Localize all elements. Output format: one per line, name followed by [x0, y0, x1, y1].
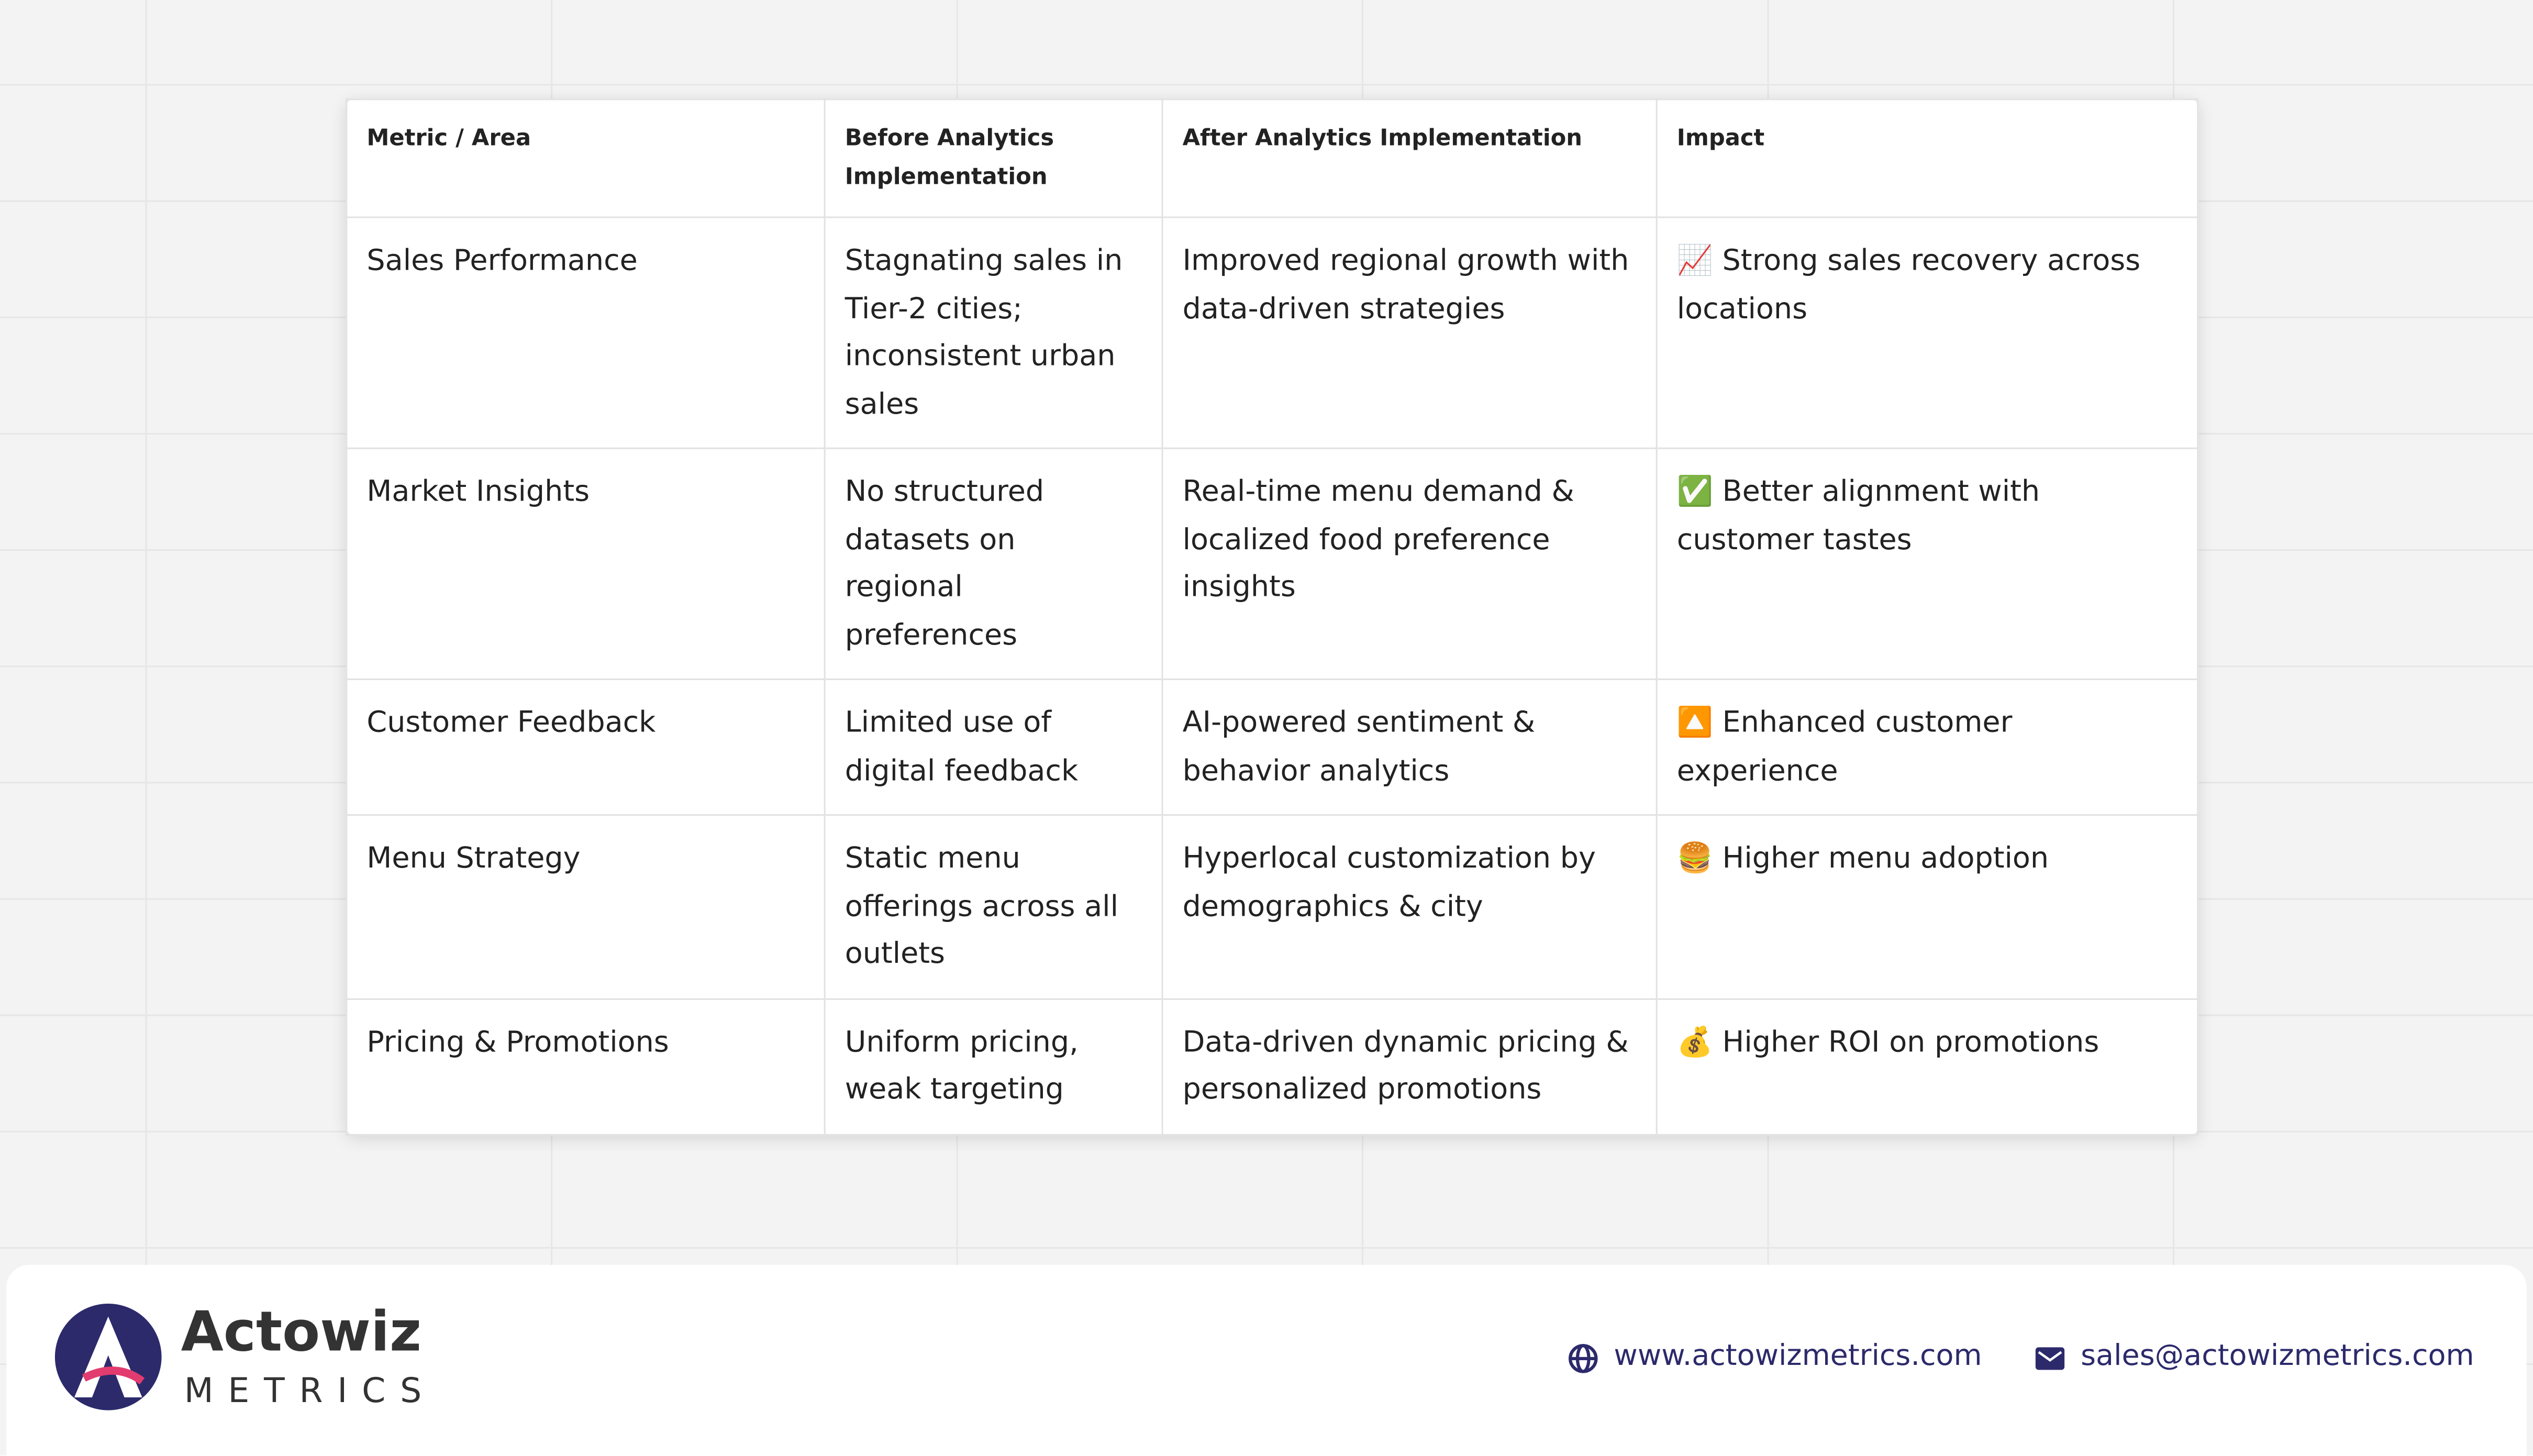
footer: Actowiz METRICS www.actowizmetrics.com s… [6, 1264, 2527, 1456]
header-cell: Metric / Area [346, 98, 826, 218]
table-cell: Limited use of digital feedback [824, 678, 1163, 816]
table-cell: 📈 Strong sales recovery across locations [1656, 216, 2199, 449]
table-cell: Uniform pricing, weak targeting [824, 997, 1163, 1135]
comparison-table: Metric / Area Before Analytics Implementa… [346, 98, 2199, 1135]
table-cell: 🍔 Higher menu adoption [1656, 814, 2199, 999]
table-cell: Static menu offerings across all outlets [824, 814, 1163, 999]
table-cell: Market Insights [346, 447, 826, 680]
table-row: Market Insights No structured datasets on… [346, 447, 2199, 680]
table-cell: Stagnating sales in Tier-2 cities; incon… [824, 216, 1163, 449]
table-cell: No structured datasets on regional prefe… [824, 447, 1163, 680]
table-cell: Menu Strategy [346, 814, 826, 999]
table-cell: Pricing & Promotions [346, 997, 826, 1135]
header-cell: Impact [1656, 98, 2199, 218]
header-cell: Before Analytics Implementation [824, 98, 1163, 218]
table-body: Sales Performance Stagnating sales in Tie… [346, 216, 2199, 1135]
table-row: Sales Performance Stagnating sales in Tie… [346, 216, 2199, 449]
table-cell: Sales Performance [346, 216, 826, 449]
logo-icon [54, 1303, 162, 1410]
table-row: Menu Strategy Static menu offerings acros… [346, 814, 2199, 999]
table-cell: Improved regional growth with data-drive… [1161, 216, 1658, 449]
table-cell: ✅ Better alignment with customer tastes [1656, 447, 2199, 680]
header-row: Metric / Area Before Analytics Implementa… [346, 98, 2199, 218]
table-row: Customer Feedback Limited use of digital … [346, 678, 2199, 816]
table-cell: 💰 Higher ROI on promotions [1656, 997, 2199, 1135]
table-cell: AI-powered sentiment & behavior analytic… [1161, 678, 1658, 816]
table-cell: Real-time menu demand & localized food p… [1161, 447, 1658, 680]
table-cell: 🔼 Enhanced customer experience [1656, 678, 2199, 816]
table-cell: Hyperlocal customization by demographics… [1161, 814, 1658, 999]
brand-sub: METRICS [184, 1371, 437, 1410]
mail-icon [2035, 1347, 2065, 1370]
email[interactable]: sales@actowizmetrics.com [2081, 1339, 2474, 1373]
globe-icon [1569, 1344, 1598, 1373]
brand-name: Actowiz [181, 1300, 422, 1365]
table-row: Pricing & Promotions Uniform pricing, wea… [346, 997, 2199, 1135]
website[interactable]: www.actowizmetrics.com [1614, 1339, 1982, 1373]
table-cell: Data-driven dynamic pricing & personaliz… [1161, 997, 1658, 1135]
table-cell: Customer Feedback [346, 678, 826, 816]
header-cell: After Analytics Implementation [1161, 98, 1658, 218]
